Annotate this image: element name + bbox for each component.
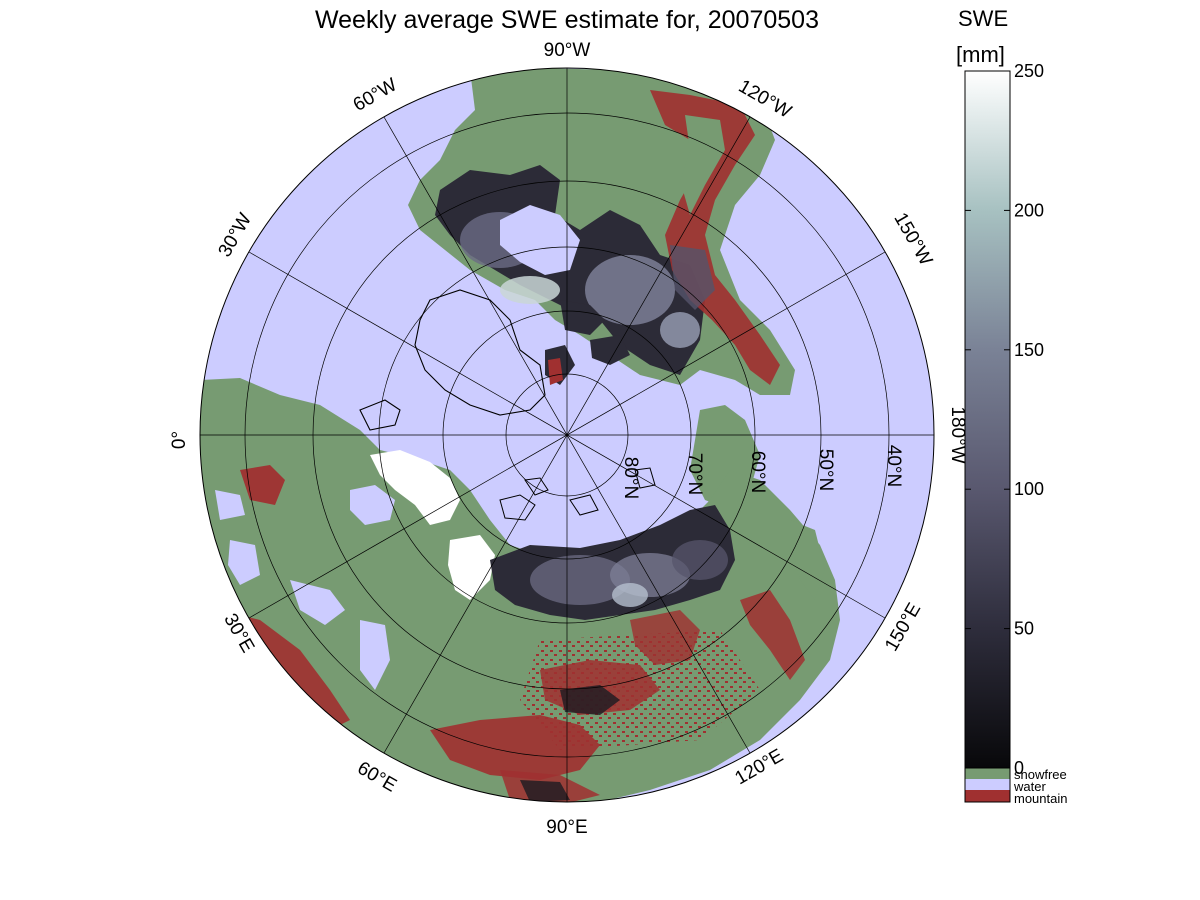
map-title: Weekly average SWE estimate for, 2007050…: [315, 6, 819, 34]
arctic-islands: [499, 467, 656, 521]
graticule: [200, 68, 934, 802]
colorbar-categories: snowfree water mountain: [964, 767, 1067, 806]
lon-label-150w: 150°W: [889, 209, 936, 269]
colorbar-title-line1: SWE: [958, 6, 1008, 31]
lon-label-90w: 90°W: [544, 40, 591, 61]
polar-map: [200, 68, 934, 802]
lon-label-0: 0°: [169, 431, 190, 449]
lon-label-90e: 90°E: [546, 817, 587, 838]
colorbar-tick-label: 150: [1014, 340, 1044, 360]
colorbar-gradient: [964, 70, 1011, 769]
colorbar-title-line2: [mm]: [956, 42, 1005, 67]
colorbar-ticks: 0 50 100 150 200 250: [965, 61, 1044, 778]
colorbar-tick-label: 100: [1014, 479, 1044, 499]
colorbar-tick-label: 50: [1014, 619, 1034, 639]
greenland-outline: [359, 289, 546, 431]
eurasia-landmass: [200, 378, 840, 802]
category-label-water: water: [1013, 779, 1046, 794]
lon-label-60w: 60°W: [350, 74, 401, 116]
lat-label-60n: 60°N: [747, 451, 768, 493]
lat-label-70n: 70°N: [684, 453, 705, 495]
lat-label-40n: 40°N: [883, 445, 904, 487]
category-frame: [964, 767, 1011, 803]
category-label-snowfree: snowfree: [1014, 767, 1067, 782]
lon-label-180w: 180°W: [947, 406, 968, 463]
colorbar-tick-label: 250: [1014, 61, 1044, 81]
map-border: [199, 67, 935, 803]
colorbar: SWE [mm] 0 50 100 150 200 250 snowfree water …: [956, 6, 1067, 806]
lat-label-80n: 80°N: [620, 457, 641, 499]
lon-label-60e: 60°E: [354, 758, 400, 797]
category-swatch-mountain: [965, 790, 1010, 802]
lat-label-50n: 50°N: [815, 449, 836, 491]
colorbar-tick-label: 200: [1014, 200, 1044, 220]
category-swatch-snowfree: [965, 768, 1010, 779]
category-label-mountain: mountain: [1014, 791, 1067, 806]
latitude-labels: 80°N 70°N 60°N 50°N 40°N: [620, 445, 904, 499]
colorbar-tick-label: 0: [1014, 758, 1024, 778]
category-swatch-water: [965, 779, 1010, 790]
